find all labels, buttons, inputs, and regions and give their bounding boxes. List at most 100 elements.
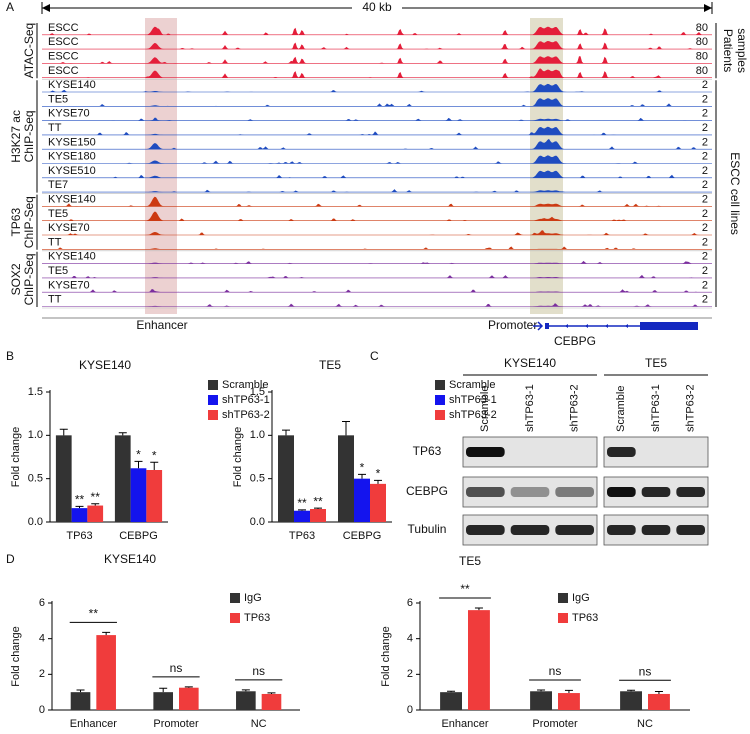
signal-track [42,98,712,107]
signal-track [42,155,712,164]
signal-track [42,68,712,78]
track-label: KYSE150 [48,136,96,148]
promoter-label: Promoter [488,318,537,332]
blot-band [555,525,594,535]
x-tick-label: TP63 [289,530,315,542]
bar [114,435,131,522]
blot-band [607,447,636,457]
blot-band [676,525,705,535]
significance-stars: ** [313,494,323,508]
error-bar [314,507,322,509]
track-scale: 2 [702,136,708,148]
blot-group-label: KYSE140 [504,356,556,370]
y-axis-label: Fold change [380,626,392,687]
x-tick-label: Promoter [153,718,199,730]
gene-label: CEBPG [554,334,596,348]
signal-track [42,126,712,135]
group-label: ChIP-Seq [22,196,36,248]
blot-row-label: Tubulin [408,522,447,536]
legend-swatch [435,410,445,420]
x-tick-label: NC [637,718,653,730]
enhancer-highlight [145,18,177,314]
bar [179,687,199,710]
blot-row-label: TP63 [413,444,442,458]
bar [146,470,163,522]
blot-band [510,525,550,535]
track-scale: 2 [702,222,708,234]
significance-stars: * [360,461,365,475]
track-label: ESCC [48,51,79,63]
legend-label: shTP63-2 [449,409,497,421]
track-label: ESCC [48,65,79,77]
signal-track [42,211,712,221]
group-label: ChIP-Seq [22,253,36,305]
track-scale: 2 [702,93,708,105]
y-tick-label: 0.0 [250,516,265,528]
lane-label: shTP63-2 [569,384,581,432]
y-tick-label: 1.5 [250,386,265,398]
significance-stars: ** [75,493,85,507]
legend-swatch [208,380,218,390]
significance-stars: * [152,448,157,462]
track-scale: 2 [702,179,708,191]
track-label: KYSE140 [48,194,96,206]
group-label: TP63 [9,208,23,237]
y-axis-label: Fold change [232,427,244,488]
error-bar [102,631,111,636]
track-label: KYSE140 [48,79,96,91]
side-label: Patients [721,29,735,72]
track-scale: 80 [696,51,708,63]
significance-stars: ** [91,490,101,504]
error-bar [374,479,382,484]
bar [354,478,370,522]
track-label: TT [48,294,62,306]
legend-label: shTP63-1 [222,394,270,406]
track-label: TE5 [48,93,68,105]
legend-label: TP63 [244,612,270,624]
error-bar [159,687,168,693]
y-tick-label: 0 [407,704,413,716]
track-scale: 2 [702,208,708,220]
significance-label: ns [549,664,562,678]
legend-label: Scramble [222,379,268,391]
legend-swatch [435,380,445,390]
legend-swatch [208,410,218,420]
legend-swatch [230,593,240,603]
panel-label: C [370,349,379,363]
bar [261,693,282,710]
bar [468,610,490,710]
group-label: ChIP-Seq [22,110,36,162]
bar [130,468,147,522]
error-bar [241,689,250,692]
error-bar [76,689,85,693]
y-tick-label: 0.5 [250,473,265,485]
legend-swatch [558,613,568,623]
error-bar [342,420,350,436]
panel-label: B [6,349,14,363]
chart-title: KYSE140 [104,552,156,566]
scale-label-bg [352,1,402,15]
gene-exon [545,323,549,329]
y-tick-label: 1.0 [250,429,265,441]
significance-label: ** [460,582,470,596]
track-label: TE7 [48,179,68,191]
error-bar [118,432,127,436]
legend-swatch [230,613,240,623]
bar [71,508,88,522]
bar [648,693,670,710]
bar [440,692,462,710]
panel-label: D [6,552,15,566]
significance-label: ns [639,664,652,678]
bar [87,505,104,522]
track-scale: 2 [702,194,708,206]
y-tick-label: 0.0 [28,516,43,528]
signal-track [42,230,712,235]
track-label: ESCC [48,22,79,34]
error-bar [627,689,636,692]
track-label: KYSE140 [48,251,96,263]
chart-title: KYSE140 [79,358,131,372]
y-axis-label: Fold change [10,626,22,687]
legend-label: shTP63-1 [449,394,497,406]
legend-swatch [208,395,218,405]
